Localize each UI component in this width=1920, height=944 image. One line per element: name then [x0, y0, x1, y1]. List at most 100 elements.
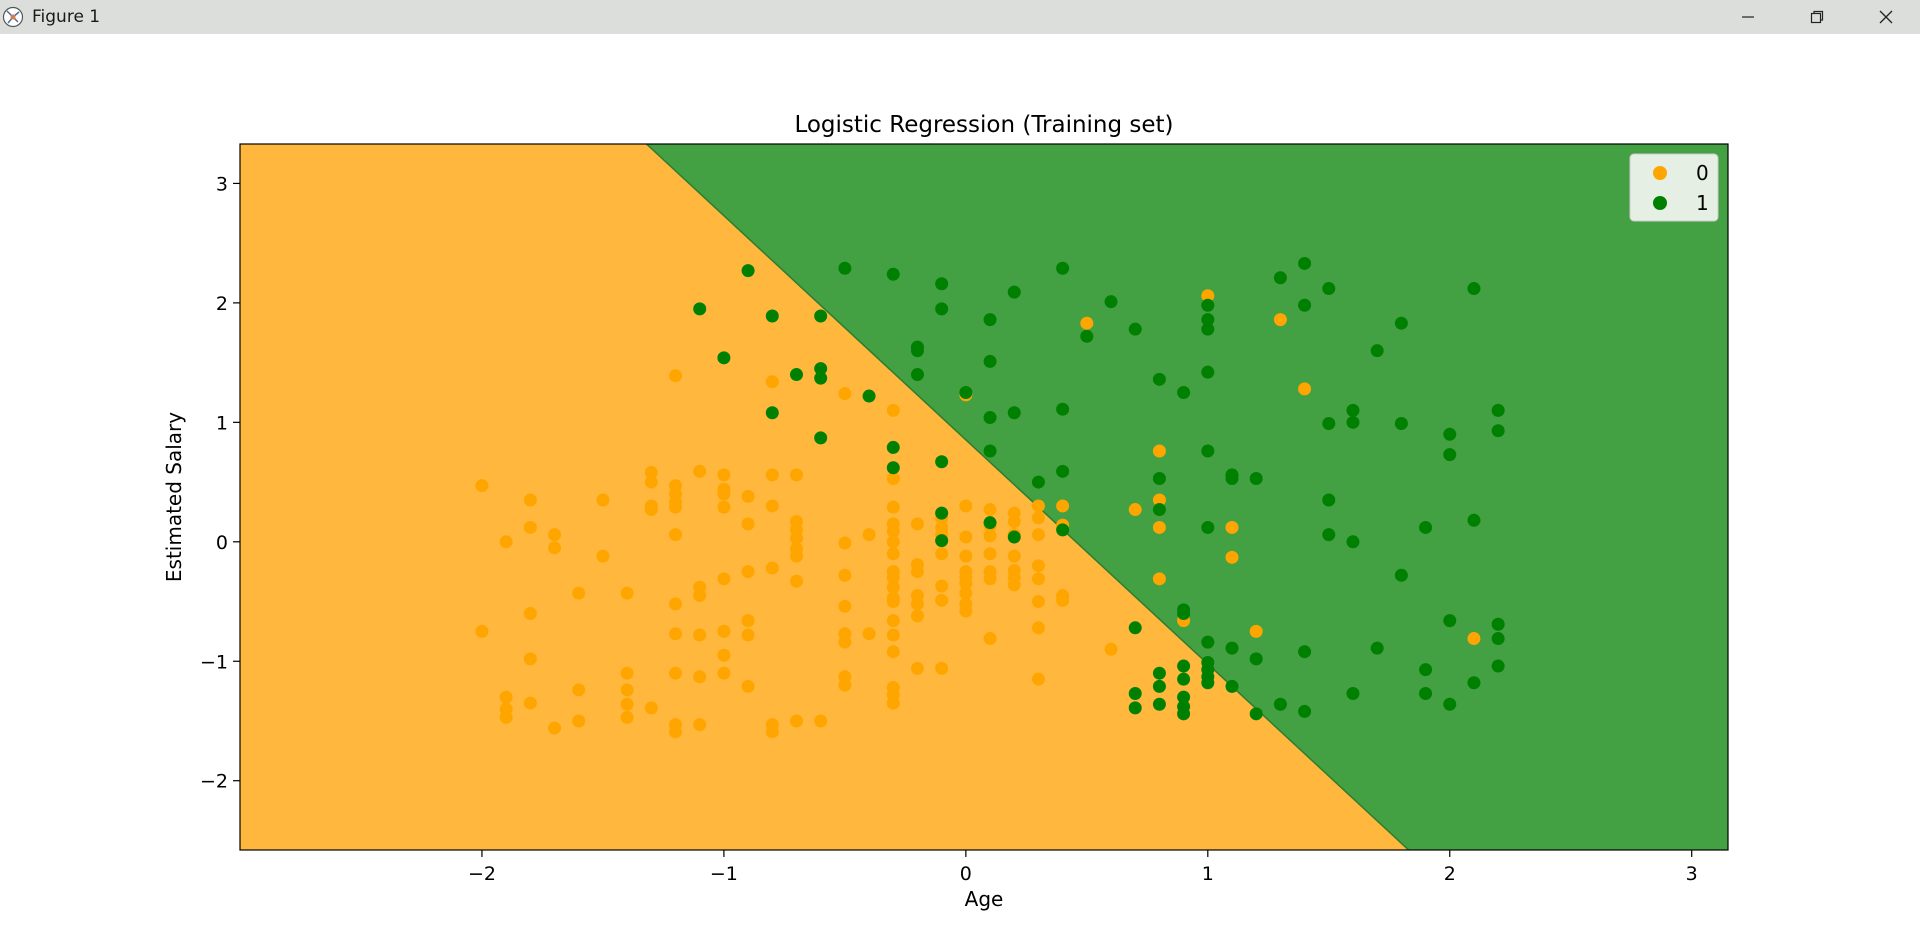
data-point-class-0: [838, 568, 852, 582]
data-point-class-0: [959, 586, 973, 600]
data-point-class-0: [1201, 289, 1215, 303]
data-point-class-0: [838, 635, 852, 649]
data-point-class-1: [935, 506, 949, 520]
legend-marker-0: [1653, 166, 1667, 180]
data-point-class-0: [693, 589, 707, 603]
data-point-class-0: [548, 541, 562, 555]
data-point-class-0: [959, 577, 973, 591]
data-point-class-0: [935, 661, 949, 675]
data-point-class-0: [1031, 672, 1045, 686]
data-point-class-0: [1273, 313, 1287, 327]
data-point-class-1: [1225, 471, 1239, 485]
data-point-class-0: [717, 468, 731, 482]
minimize-button[interactable]: [1713, 0, 1782, 34]
data-point-class-1: [741, 264, 755, 278]
data-point-class-0: [910, 661, 924, 675]
data-point-class-1: [765, 309, 779, 323]
data-point-class-1: [935, 455, 949, 469]
data-point-class-1: [1467, 513, 1481, 527]
data-point-class-0: [1080, 316, 1094, 330]
data-point-class-0: [886, 628, 900, 642]
data-point-class-1: [1491, 632, 1505, 646]
data-point-class-0: [935, 593, 949, 607]
data-point-class-0: [862, 627, 876, 641]
data-point-class-0: [789, 549, 803, 563]
close-button[interactable]: [1851, 0, 1920, 34]
data-point-class-0: [814, 714, 828, 728]
data-point-class-1: [910, 368, 924, 382]
data-point-class-1: [1201, 313, 1215, 327]
data-point-class-0: [499, 710, 513, 724]
restore-button[interactable]: [1782, 0, 1851, 34]
data-point-class-1: [693, 302, 707, 316]
x-axis-ticks: −2 −1 0 1 2 3: [468, 850, 1698, 885]
data-point-class-0: [669, 627, 683, 641]
data-point-class-0: [1152, 444, 1166, 458]
data-point-class-0: [741, 517, 755, 531]
data-point-class-1: [1298, 298, 1312, 312]
data-point-class-1: [1491, 403, 1505, 417]
x-tick-label: 2: [1444, 863, 1456, 885]
data-point-class-0: [935, 547, 949, 561]
data-point-class-1: [1201, 635, 1215, 649]
restore-icon: [1810, 10, 1823, 24]
data-point-class-0: [669, 666, 683, 680]
region-class-0: [240, 144, 1409, 850]
data-point-class-0: [983, 572, 997, 586]
data-point-class-1: [1370, 344, 1384, 358]
data-point-class-0: [1467, 632, 1481, 646]
data-point-class-0: [765, 499, 779, 513]
data-point-class-1: [935, 302, 949, 316]
data-point-class-1: [814, 362, 828, 376]
data-point-class-0: [983, 529, 997, 543]
data-point-class-1: [1419, 663, 1433, 677]
data-point-class-1: [1152, 666, 1166, 680]
figure-app-icon: [2, 6, 24, 28]
data-point-class-0: [959, 499, 973, 513]
data-point-class-1: [1467, 282, 1481, 296]
data-point-class-0: [717, 572, 731, 586]
data-point-class-0: [838, 387, 852, 401]
data-point-class-1: [1177, 385, 1191, 399]
data-point-class-0: [1249, 624, 1263, 638]
data-point-class-0: [862, 528, 876, 542]
data-point-class-0: [886, 595, 900, 609]
data-point-class-1: [1056, 523, 1070, 537]
data-point-class-1: [1419, 520, 1433, 534]
data-point-class-1: [1152, 697, 1166, 711]
data-point-class-0: [741, 628, 755, 642]
plot-frame: [239, 143, 1729, 851]
region-class-1: [646, 144, 1728, 850]
data-point-class-1: [1031, 475, 1045, 489]
data-point-class-1: [1225, 641, 1239, 655]
data-point-class-1: [1201, 322, 1215, 336]
data-point-class-0: [572, 683, 586, 697]
data-point-class-0: [1056, 593, 1070, 607]
data-point-class-1: [1273, 271, 1287, 285]
data-point-class-1: [1007, 406, 1021, 420]
data-point-class-1: [1201, 520, 1215, 534]
data-point-class-0: [910, 517, 924, 531]
data-point-class-0: [523, 652, 537, 666]
data-point-class-1: [1201, 298, 1215, 312]
data-point-class-1: [1394, 568, 1408, 582]
data-point-class-0: [1225, 520, 1239, 534]
data-point-class-0: [523, 696, 537, 710]
data-point-class-0: [886, 696, 900, 710]
data-point-class-0: [596, 493, 610, 507]
y-axis-label: Estimated Salary: [162, 412, 186, 582]
data-point-class-0: [620, 666, 634, 680]
data-point-class-1: [910, 344, 924, 358]
legend-label-0: 0: [1696, 161, 1709, 185]
data-point-class-1: [1491, 424, 1505, 438]
data-point-class-0: [886, 535, 900, 549]
data-point-class-1: [814, 309, 828, 323]
data-point-class-0: [620, 697, 634, 711]
data-point-class-1: [1056, 261, 1070, 275]
data-point-class-0: [741, 489, 755, 503]
data-point-class-1: [1007, 530, 1021, 544]
data-point-class-1: [1443, 427, 1457, 441]
data-point-class-0: [886, 500, 900, 514]
data-point-class-0: [886, 580, 900, 594]
data-point-class-0: [789, 468, 803, 482]
